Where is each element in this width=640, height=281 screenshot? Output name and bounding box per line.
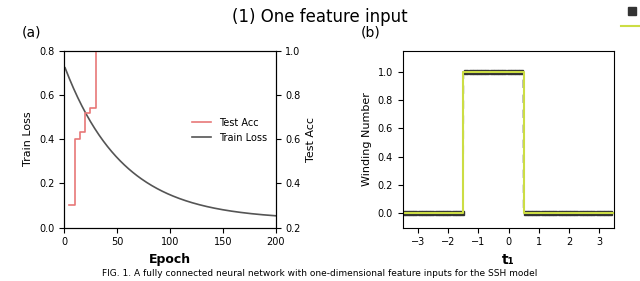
- Text: (1) One feature input: (1) One feature input: [232, 8, 408, 26]
- Legend: Theoretical value, Predictive value: Theoretical value, Predictive value: [621, 6, 640, 31]
- X-axis label: Epoch: Epoch: [148, 253, 191, 266]
- Text: (a): (a): [22, 25, 41, 39]
- Text: (b): (b): [360, 25, 380, 39]
- Text: FIG. 1. A fully connected neural network with one-dimensional feature inputs for: FIG. 1. A fully connected neural network…: [102, 269, 538, 278]
- Y-axis label: Test Acc: Test Acc: [307, 117, 316, 162]
- Legend: Test Acc, Train Loss: Test Acc, Train Loss: [188, 114, 271, 147]
- X-axis label: t₁: t₁: [502, 253, 515, 267]
- Y-axis label: Train Loss: Train Loss: [23, 112, 33, 166]
- Y-axis label: Winding Number: Winding Number: [362, 92, 372, 186]
